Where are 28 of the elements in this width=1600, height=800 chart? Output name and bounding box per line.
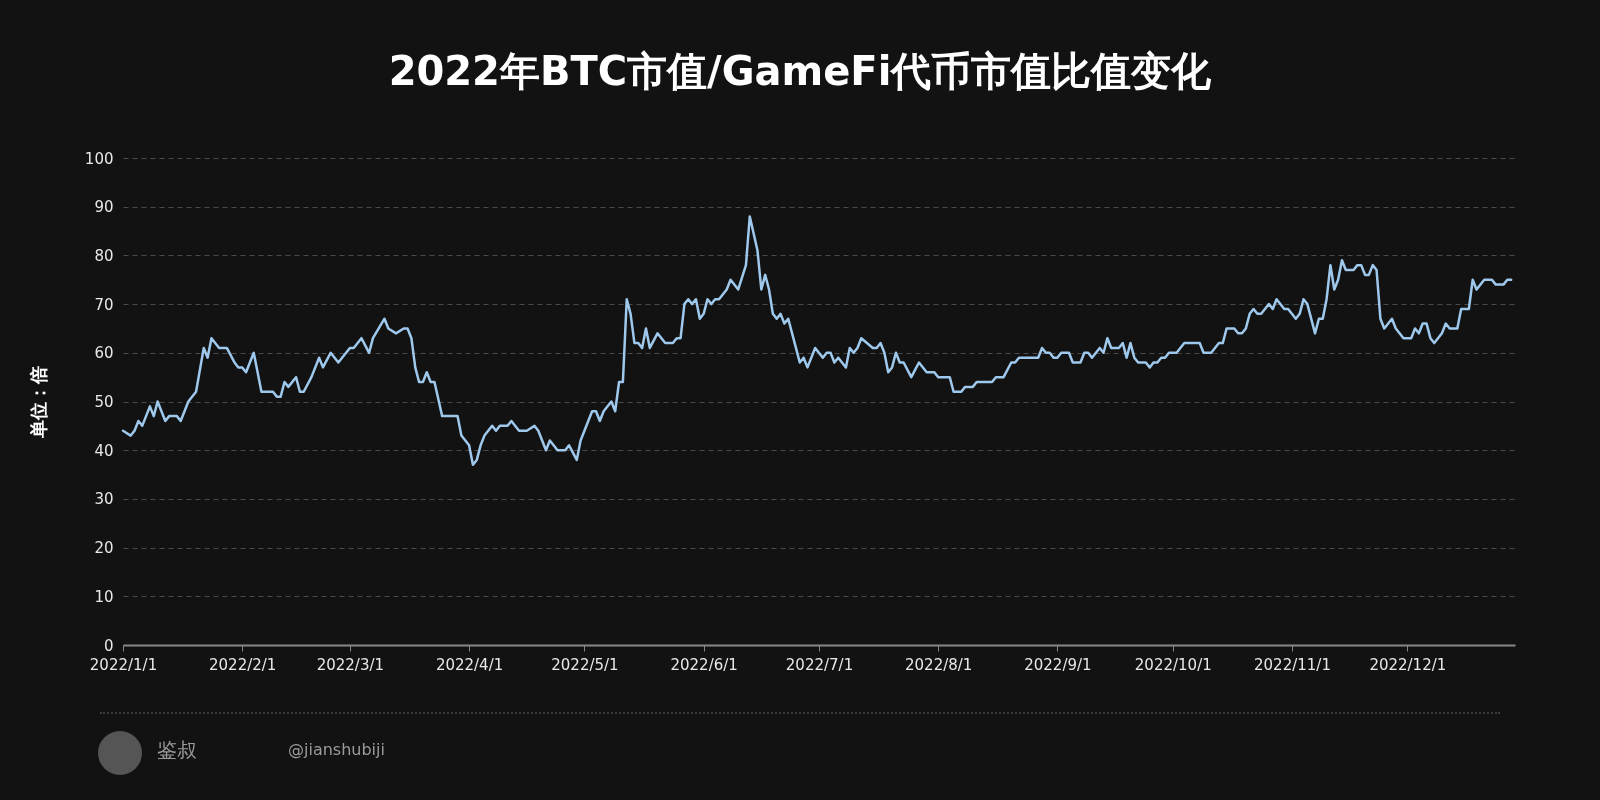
x-tick-label: 2022/2/1 xyxy=(209,655,277,674)
y-tick-label: 10 xyxy=(94,587,114,606)
x-tick-label: 2022/4/1 xyxy=(435,655,504,674)
x-tick-label: 2022/8/1 xyxy=(905,655,973,674)
x-tick-label: 2022/5/1 xyxy=(551,655,619,674)
x-tick-label: 2022/7/1 xyxy=(785,655,854,674)
y-axis-title: 单位：倍 xyxy=(27,366,49,439)
y-tick-label: 50 xyxy=(94,393,114,411)
y-tick-label: 20 xyxy=(94,539,114,558)
y-tick-label: 80 xyxy=(94,246,114,265)
y-tick-label: 90 xyxy=(94,198,114,217)
x-tick-label: 2022/10/1 xyxy=(1134,655,1212,674)
x-tick-label: 2022/3/1 xyxy=(316,655,385,674)
text: 鉴叔 xyxy=(157,737,197,764)
y-tick-label: 40 xyxy=(94,441,114,460)
x-tick-label: 2022/6/1 xyxy=(670,655,738,674)
y-tick-label: 60 xyxy=(94,344,114,363)
y-tick-label: 100 xyxy=(84,149,114,168)
y-tick-label: 0 xyxy=(103,636,114,655)
y-tick-label: 70 xyxy=(94,295,114,314)
x-tick-label: 2022/1/1 xyxy=(89,655,158,674)
text: @jianshubiji xyxy=(288,740,385,759)
x-tick-label: 2022/12/1 xyxy=(1369,655,1447,674)
x-tick-label: 2022/11/1 xyxy=(1254,655,1331,674)
line-series xyxy=(121,215,1513,467)
x-tick-label: 2022/9/1 xyxy=(1024,655,1092,674)
chart-title: 2022年BTC市值/GameFi代币市值比值变化 xyxy=(387,47,1213,96)
y-tick-label: 30 xyxy=(94,490,114,509)
